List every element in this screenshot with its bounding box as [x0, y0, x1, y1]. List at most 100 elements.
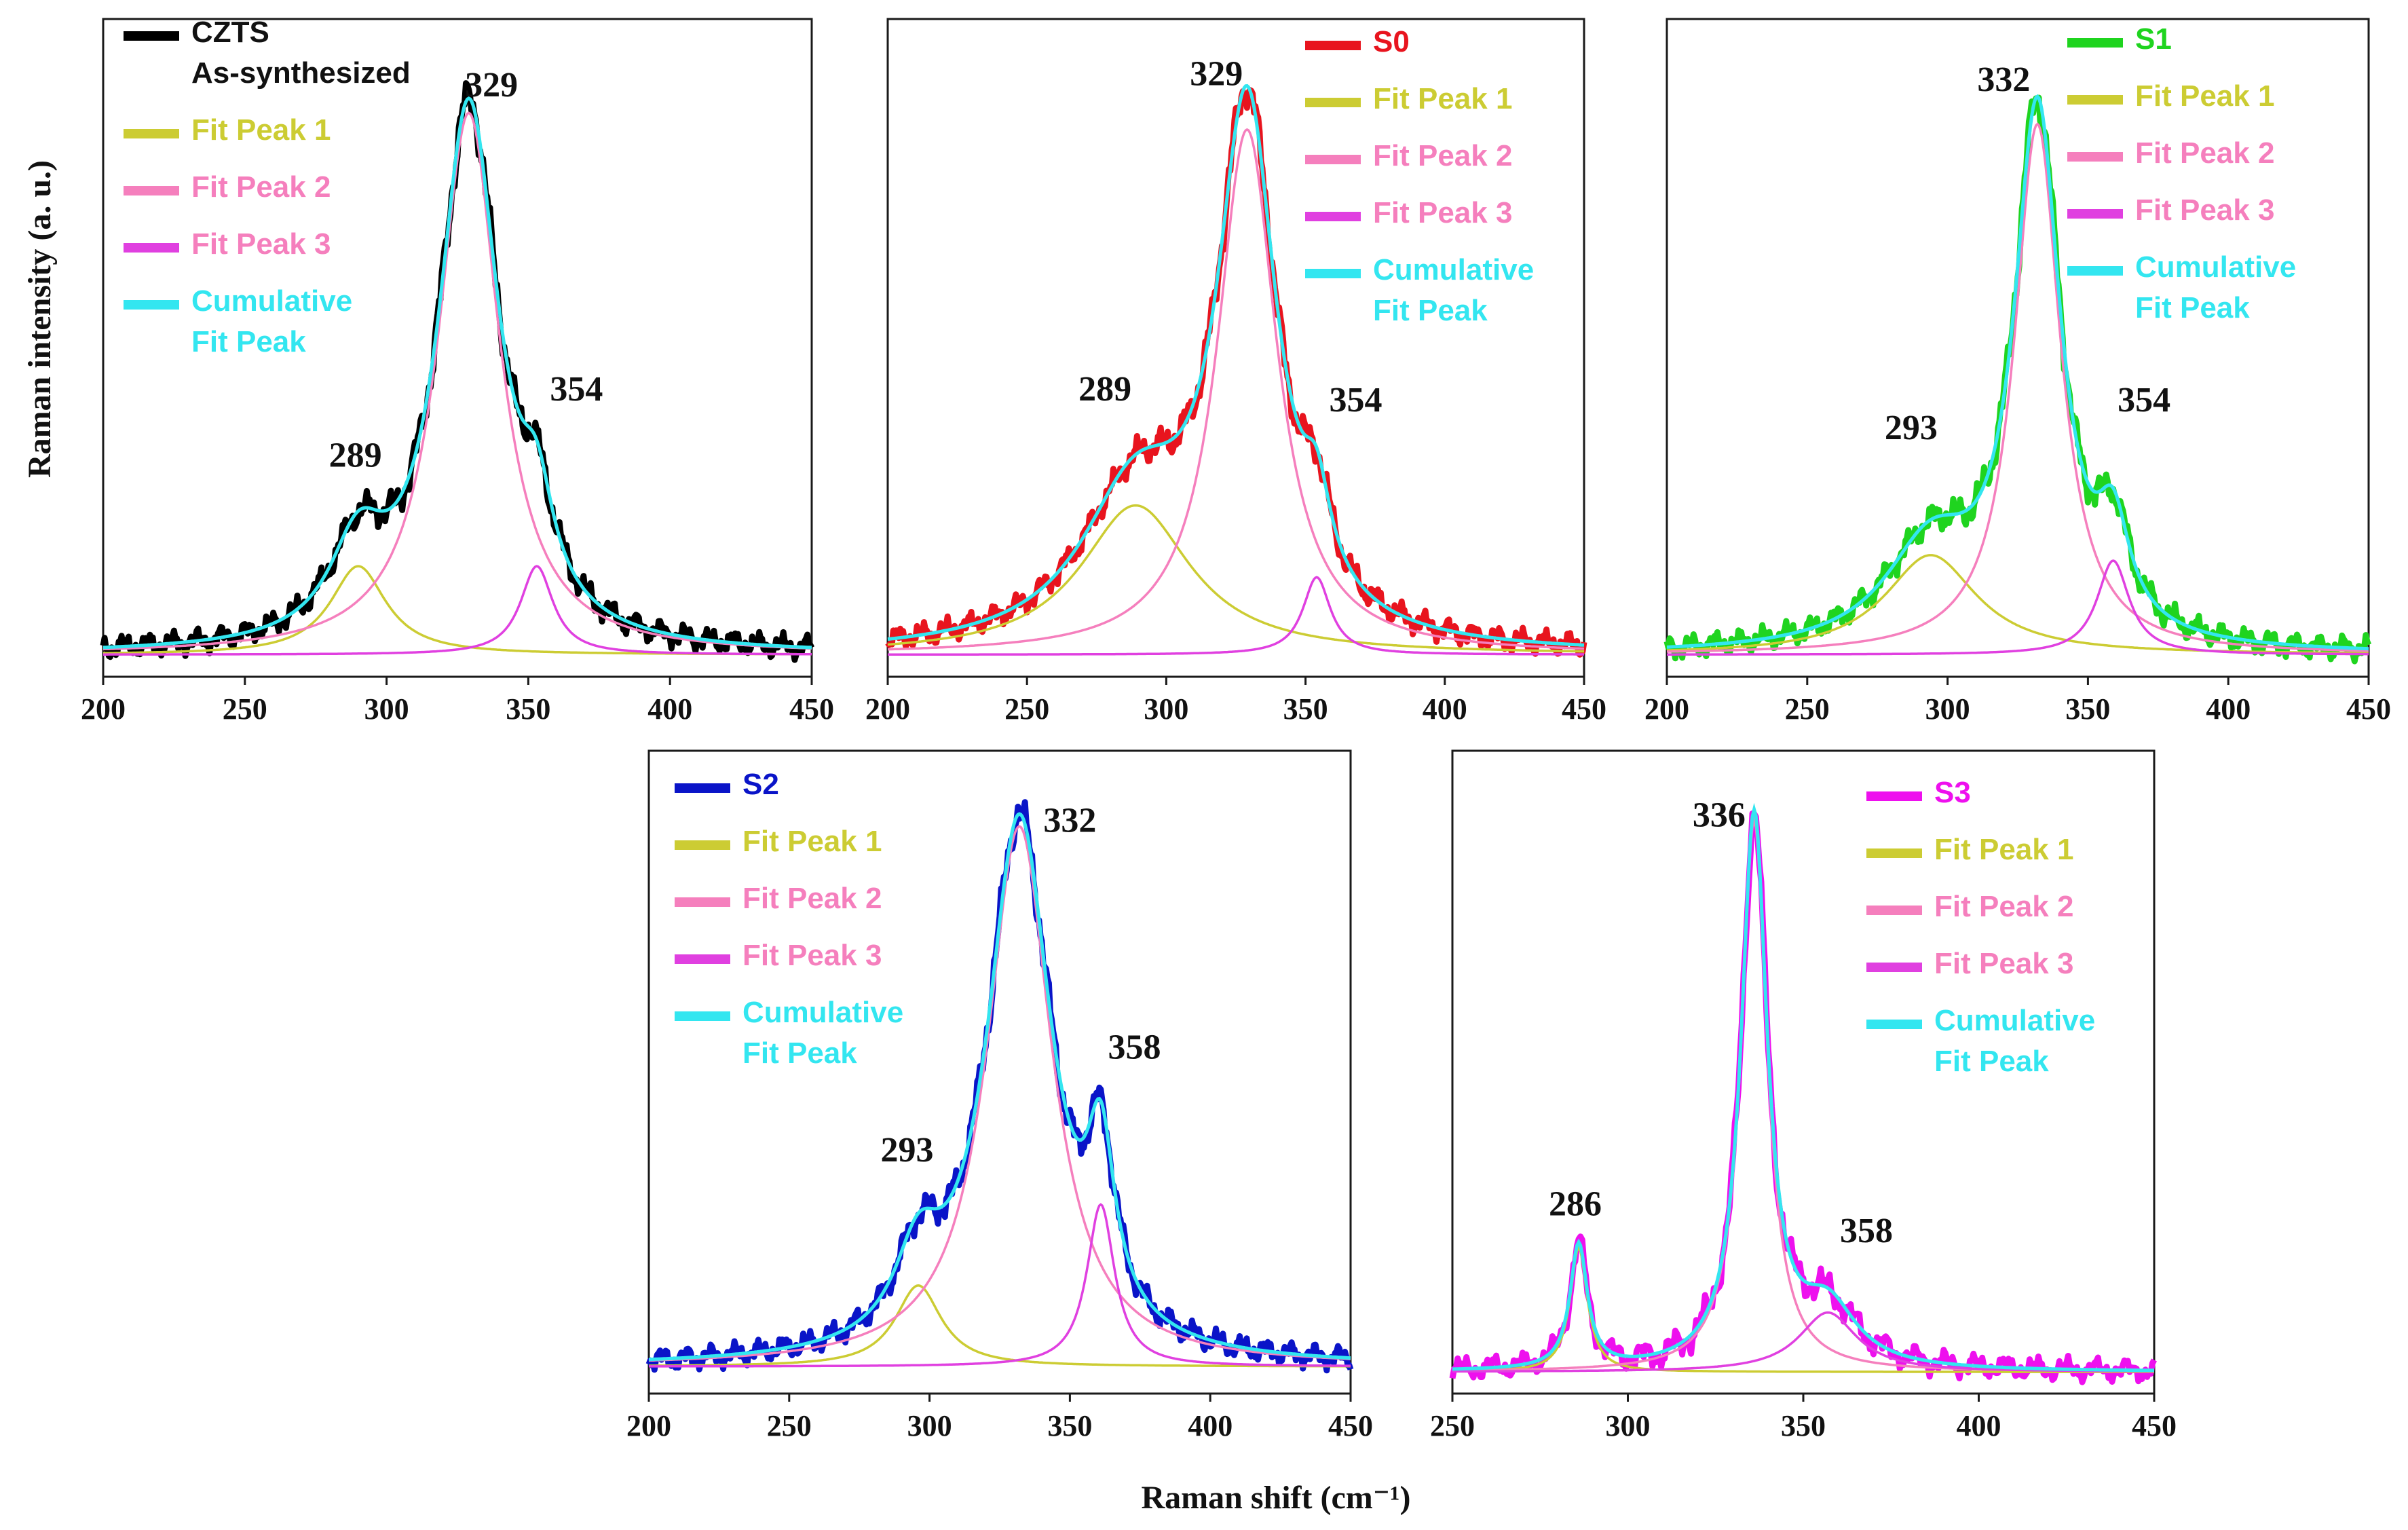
legend-cumulative-label: Cumulative [191, 284, 352, 318]
fit-peak-3-curve [888, 576, 1584, 656]
x-tick-label: 250 [1004, 692, 1049, 726]
legend-cumulative-swatch [1305, 269, 1361, 278]
peak-label: 332 [1043, 801, 1096, 840]
plot-frame [647, 749, 1352, 1395]
legend-fit-peak-2-swatch [124, 186, 179, 195]
peak-label: 358 [1840, 1212, 1893, 1250]
legend-sample-swatch [1866, 791, 1922, 801]
cumulative-fit-curve [1666, 94, 2369, 651]
legend-fit-peak-2-swatch [1305, 155, 1361, 164]
legend-sample-swatch [2067, 38, 2123, 48]
x-tick-label: 250 [767, 1409, 812, 1442]
legend-cumulative-label-line2: Fit Peak [742, 1037, 857, 1070]
legend-cumulative-label-line2: Fit Peak [1373, 294, 1488, 327]
x-tick-label: 300 [1606, 1409, 1651, 1442]
legend-fit-peak-1-label: Fit Peak 1 [1373, 82, 1512, 115]
fit-peak-3-curve [1452, 1311, 2154, 1373]
cumulative-fit-curve [102, 96, 812, 650]
legend-cumulative-swatch [2067, 266, 2123, 276]
plot-frame [886, 18, 1585, 678]
peak-label: 293 [881, 1131, 934, 1170]
x-tick-label: 250 [1785, 692, 1830, 726]
legend-fit-peak-1-swatch [1866, 848, 1922, 858]
peak-label: 336 [1693, 796, 1746, 834]
fit-peak-1-curve [1452, 1245, 2154, 1373]
legend-fit-peak-2-label: Fit Peak 2 [742, 882, 882, 915]
legend-cumulative-label: Cumulative [1373, 253, 1534, 286]
legend-cumulative-label: Cumulative [742, 996, 903, 1029]
legend-sample-label: S1 [2135, 22, 2172, 56]
legend-fit-peak-3-swatch [1305, 212, 1361, 221]
x-axis-title: Raman shift (cm⁻¹) [1141, 1480, 1410, 1516]
peak-label: 329 [1190, 55, 1243, 94]
chart-panel-1: 200 250 300 350 400 450 289 329 354 CZTS As-synthe… [81, 16, 834, 726]
x-tick-label: 450 [1328, 1409, 1373, 1442]
x-tick-label: 200 [626, 1409, 671, 1442]
legend-fit-peak-2-swatch [1866, 906, 1922, 915]
legend-fit-peak-1-label: Fit Peak 1 [191, 113, 331, 147]
fit-peak-1-curve [887, 504, 1584, 653]
peak-label: 354 [2118, 381, 2170, 419]
legend-sample-swatch [675, 783, 730, 793]
legend-cumulative-label: Cumulative [2135, 250, 2296, 284]
cumulative-fit-curve [887, 83, 1585, 647]
legend-fit-peak-1-swatch [675, 840, 730, 850]
x-tick-label: 400 [1188, 1409, 1233, 1442]
legend-fit-peak-1-swatch [124, 129, 179, 138]
x-tick-label: 200 [865, 692, 910, 726]
legend-fit-peak-1-swatch [2067, 95, 2123, 105]
legend-fit-peak-2-swatch [675, 897, 730, 907]
legend-fit-peak-2-label: Fit Peak 2 [191, 170, 331, 204]
legend-cumulative-label: Cumulative [1934, 1004, 2095, 1037]
legend-cumulative-swatch [675, 1011, 730, 1021]
x-tick-label: 300 [907, 1409, 952, 1442]
legend-fit-peak-3-label: Fit Peak 3 [1373, 196, 1512, 229]
legend-sample-swatch [1305, 41, 1361, 50]
peak-label: 332 [1977, 60, 2030, 99]
legend-sample-label: S0 [1373, 25, 1410, 58]
peak-label: 293 [1885, 409, 1938, 447]
x-tick-label: 400 [1957, 1409, 2001, 1442]
legend-fit-peak-3-swatch [675, 954, 730, 964]
peak-label: 286 [1549, 1184, 1602, 1223]
x-tick-label: 350 [1781, 1409, 1826, 1442]
legend-fit-peak-2-label: Fit Peak 2 [1373, 139, 1512, 172]
x-tick-label: 200 [1644, 692, 1689, 726]
x-tick-label: 250 [1430, 1409, 1475, 1442]
legend-fit-peak-3-label: Fit Peak 3 [1934, 947, 2073, 980]
legend-cumulative-label-line2: Fit Peak [2135, 291, 2250, 324]
x-tick-label: 300 [364, 692, 409, 726]
x-tick-label: 350 [1283, 692, 1328, 726]
legend-cumulative-label-line2: Fit Peak [1934, 1045, 2049, 1078]
chart-panel-2: 200 250 300 350 400 450 289 329 354 S0 Fit Peak 1 F… [865, 18, 1606, 726]
measured-spectrum [1663, 94, 2372, 665]
legend-sample-label: S2 [742, 768, 779, 801]
chart-panel-3: 200 250 300 350 400 450 293 332 354 S1 Fit Peak 1 F… [1644, 18, 2391, 726]
peak-label: 289 [329, 436, 382, 475]
peak-label: 289 [1078, 370, 1131, 409]
x-tick-label: 350 [1047, 1409, 1092, 1442]
legend-cumulative-swatch [1866, 1020, 1922, 1029]
x-tick-label: 450 [2132, 1409, 2177, 1442]
legend-fit-peak-1-label: Fit Peak 1 [742, 825, 882, 858]
legend-fit-peak-3-label: Fit Peak 3 [191, 227, 331, 261]
x-tick-label: 450 [789, 692, 834, 726]
x-tick-label: 400 [2206, 692, 2251, 726]
legend-fit-peak-3-swatch [124, 243, 179, 253]
x-tick-label: 400 [647, 692, 692, 726]
peak-label: 358 [1108, 1028, 1161, 1067]
plot-frame [102, 18, 813, 678]
x-tick-label: 400 [1423, 692, 1467, 726]
plot-frame [1666, 18, 2370, 678]
x-tick-label: 450 [1562, 692, 1606, 726]
legend-fit-peak-1-swatch [1305, 98, 1361, 107]
fit-peak-2-curve [102, 111, 812, 651]
x-tick-label: 350 [2065, 692, 2110, 726]
fit-peak-3-curve [1667, 559, 2369, 656]
cumulative-fit-curve [1452, 802, 2154, 1373]
legend-sample-label: S3 [1934, 776, 1971, 809]
legend-fit-peak-3-label: Fit Peak 3 [2135, 193, 2274, 227]
legend-fit-peak-3-swatch [1866, 963, 1922, 972]
fit-peak-3-curve [649, 1203, 1351, 1368]
